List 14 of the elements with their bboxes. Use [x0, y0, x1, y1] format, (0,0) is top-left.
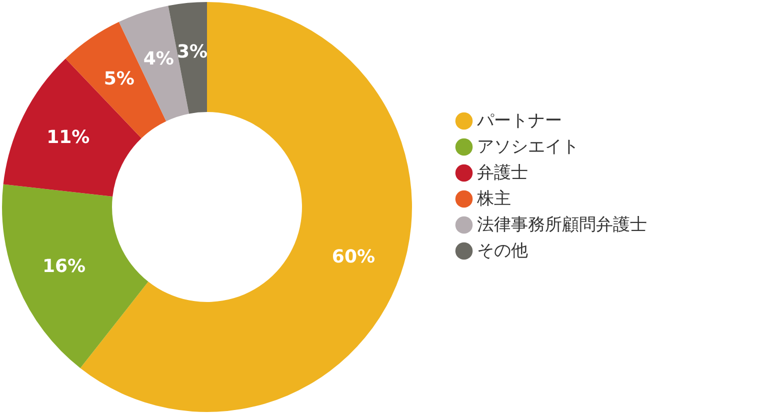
legend-label: アソシエイト: [477, 137, 579, 157]
donut-slice: [2, 184, 148, 368]
data-label: 4%: [143, 48, 174, 70]
data-label: 16%: [42, 256, 86, 277]
data-label: 60%: [332, 246, 376, 268]
legend-label: 法律事務所顧問弁護士: [477, 215, 647, 235]
data-label: 5%: [104, 68, 134, 90]
donut-slice: [3, 58, 142, 196]
data-label: 11%: [46, 127, 90, 148]
data-label: 3%: [176, 42, 208, 63]
legend-label: 弁護士: [477, 163, 528, 183]
legend-label: 株主: [476, 189, 511, 209]
legend-label: パートナー: [476, 111, 562, 131]
legend-label: その他: [477, 241, 528, 261]
